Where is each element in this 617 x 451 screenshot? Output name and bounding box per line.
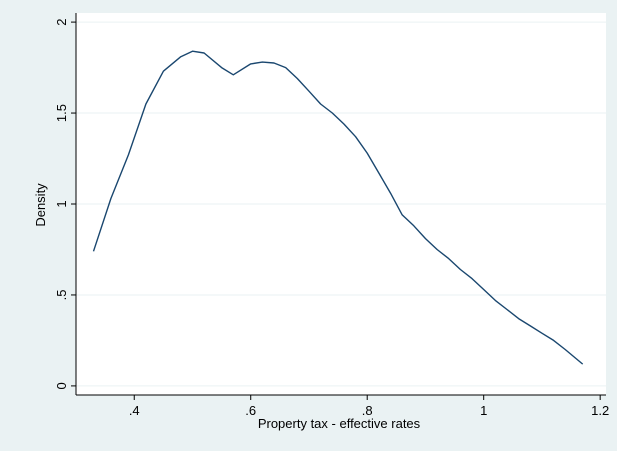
x-tick-label-4: 1.2 (591, 403, 609, 418)
y-axis-title: Density (33, 183, 48, 227)
y-tick-label-3: 1.5 (54, 104, 69, 122)
y-tick-label-1: .5 (54, 290, 69, 301)
y-ticks: 0 .5 1 1.5 2 (54, 18, 76, 389)
y-tick-label-4: 2 (54, 18, 69, 25)
x-axis-title: Property tax - effective rates (258, 416, 421, 431)
x-ticks: .4.6.8 1 1.2 (129, 395, 609, 418)
y-tick-label-0: 0 (54, 382, 69, 389)
x-tick-label-0: .4 (129, 403, 140, 418)
y-tick-label-2: 1 (54, 200, 69, 207)
x-tick-label-1: .6 (245, 403, 256, 418)
x-tick-label-3: 1 (480, 403, 487, 418)
